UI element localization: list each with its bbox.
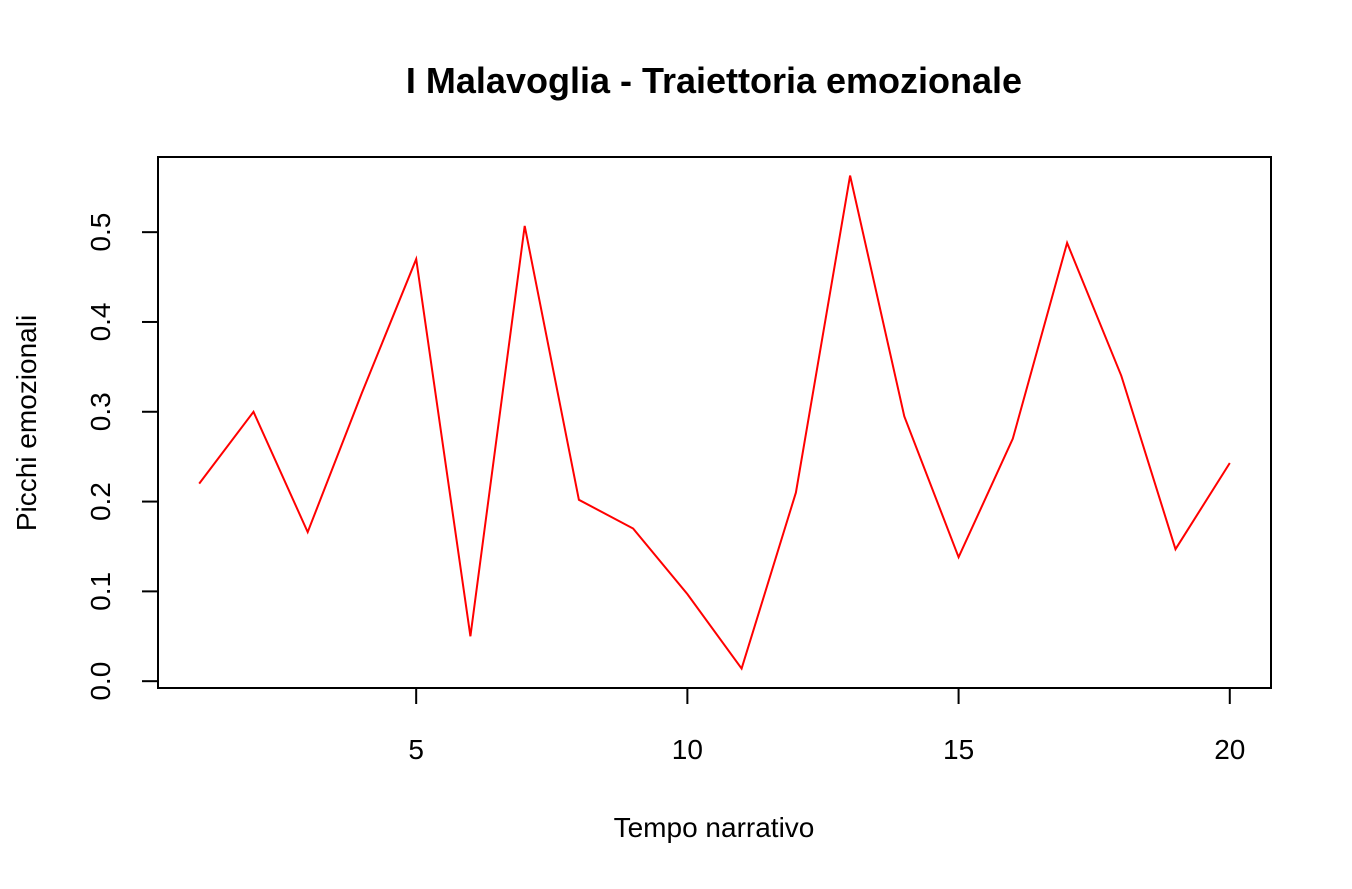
chart-title: I Malavoglia - Traiettoria emozionale <box>406 60 1022 101</box>
y-tick-label: 0.0 <box>85 662 116 701</box>
y-tick-label: 0.3 <box>85 392 116 431</box>
y-tick-label: 0.5 <box>85 213 116 252</box>
x-axis-label: Tempo narrativo <box>614 812 815 843</box>
y-tick-label: 0.2 <box>85 482 116 521</box>
y-axis: 0.0 0.1 0.2 0.3 0.4 0.5 <box>85 213 159 701</box>
y-axis-label: Picchi emozionali <box>11 315 42 531</box>
y-tick-label: 0.1 <box>85 572 116 611</box>
x-axis: 5 10 15 20 <box>408 687 1245 765</box>
x-tick-label: 5 <box>408 734 424 765</box>
plot-frame <box>157 156 1272 689</box>
x-tick-label: 10 <box>672 734 703 765</box>
series-line <box>198 175 1231 671</box>
x-tick-label: 15 <box>943 734 974 765</box>
y-tick-label: 0.4 <box>85 302 116 341</box>
x-tick-label: 20 <box>1214 734 1245 765</box>
series-layer <box>198 175 1231 671</box>
